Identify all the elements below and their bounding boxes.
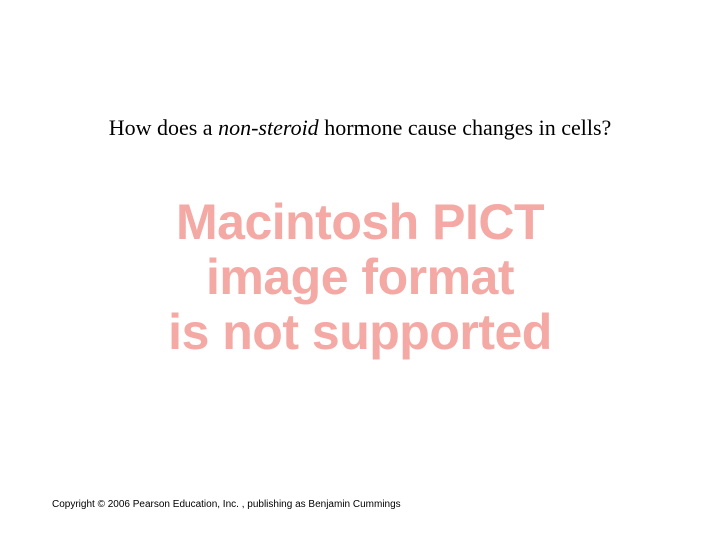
heading-pre: How does a [109, 115, 218, 140]
error-line-1: Macintosh PICT [0, 195, 720, 250]
slide-heading: How does a non-steroid hormone cause cha… [0, 115, 720, 141]
image-error-message: Macintosh PICT image format is not suppo… [0, 195, 720, 360]
slide-page: How does a non-steroid hormone cause cha… [0, 0, 720, 540]
heading-italic: non-steroid [218, 115, 319, 140]
error-line-3: is not supported [0, 305, 720, 360]
heading-post: hormone cause changes in cells? [319, 115, 612, 140]
copyright-text: Copyright © 2006 Pearson Education, Inc.… [52, 499, 401, 510]
error-line-2: image format [0, 250, 720, 305]
